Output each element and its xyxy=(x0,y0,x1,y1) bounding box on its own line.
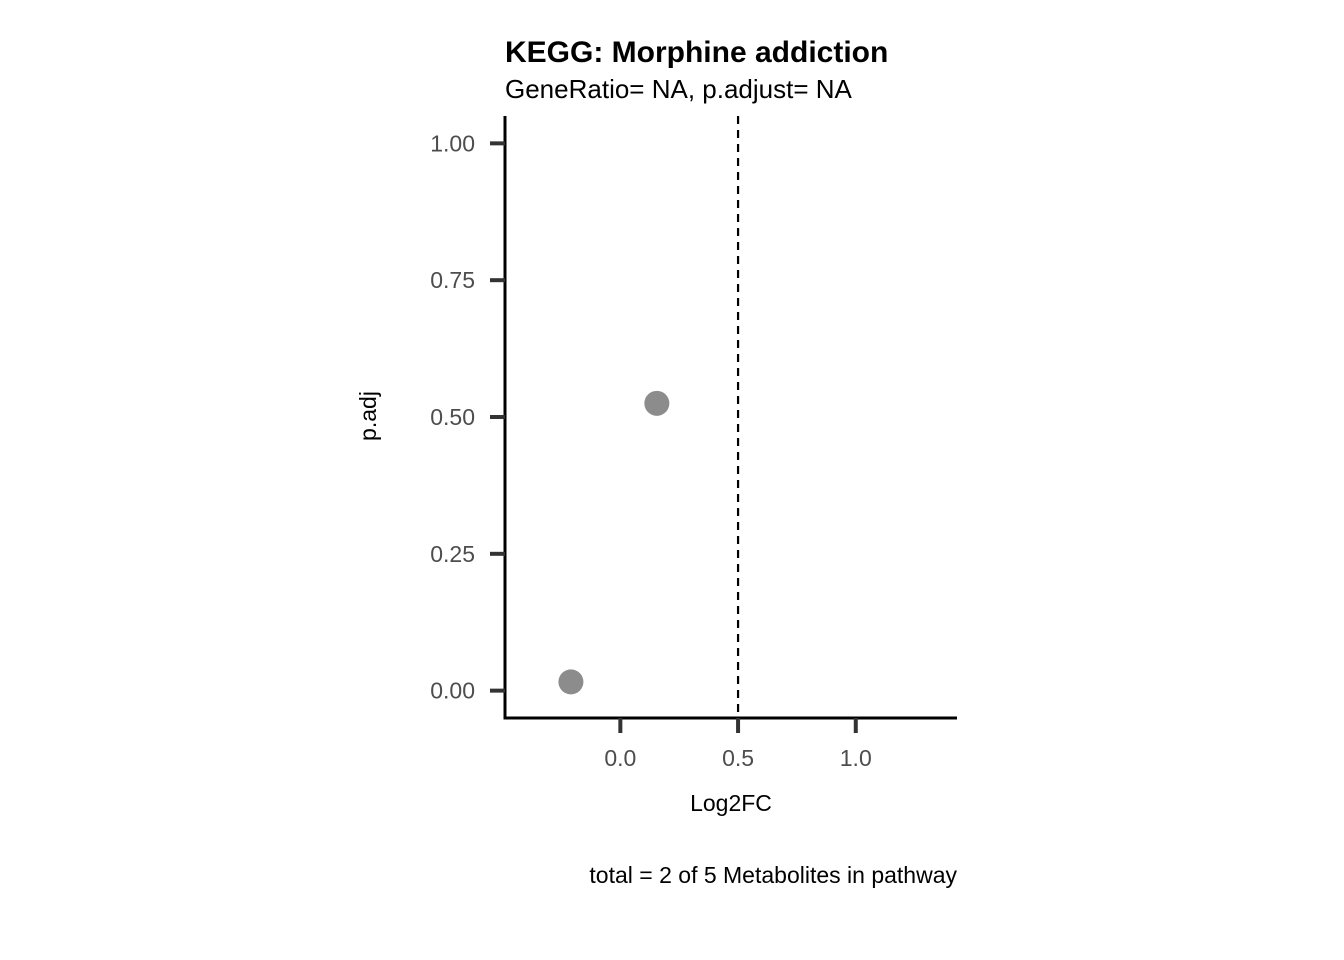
chart-title: KEGG: Morphine addiction xyxy=(505,36,888,69)
data-point xyxy=(558,669,584,695)
y-tick-label: 0.00 xyxy=(430,678,475,704)
plot-area: 0.00 0.25 0.50 0.75 1.00 0.0 0.5 1.0 xyxy=(430,116,957,771)
chart-subtitle: GeneRatio= NA, p.adjust= NA xyxy=(505,74,853,104)
x-tick-label: 1.0 xyxy=(840,745,872,771)
x-tick-label: 0.5 xyxy=(722,745,754,771)
y-tick-label: 1.00 xyxy=(430,130,475,156)
y-axis-title: p.adj xyxy=(355,391,381,441)
data-point xyxy=(644,390,670,416)
x-axis-title: Log2FC xyxy=(690,790,772,816)
y-tick-label: 0.25 xyxy=(430,541,475,567)
y-tick-label: 0.75 xyxy=(430,267,475,293)
chart-caption: total = 2 of 5 Metabolites in pathway xyxy=(589,862,957,888)
x-tick-label: 0.0 xyxy=(604,745,636,771)
y-tick-label: 0.50 xyxy=(430,404,475,430)
